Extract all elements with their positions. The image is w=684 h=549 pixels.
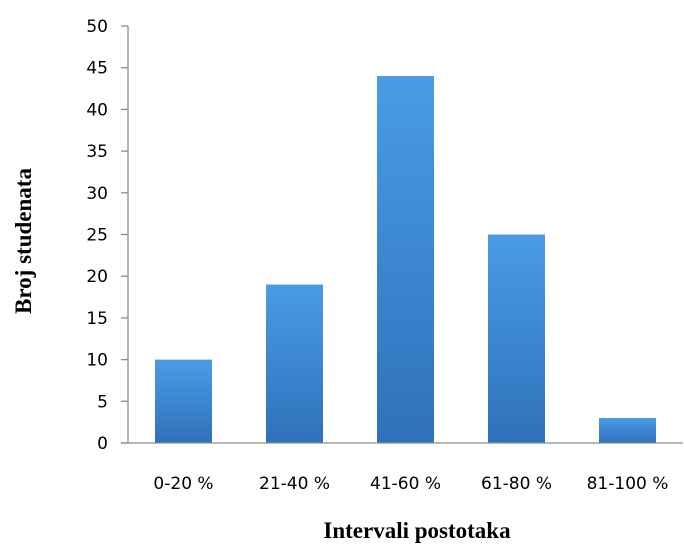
x-axis-ticks: 0-20 % 21-40 % 41-60 % 61-80 % 81-100 % (153, 474, 668, 494)
y-tick-label: 0 (97, 434, 108, 454)
bar-5 (599, 417, 656, 443)
bar-4 (488, 234, 545, 443)
x-tick-label: 41-60 % (370, 474, 441, 494)
y-tick-label: 25 (86, 226, 108, 246)
bar-2 (266, 284, 323, 443)
x-tick-label: 81-100 % (587, 474, 669, 494)
x-tick-label: 61-80 % (481, 474, 552, 494)
axes (121, 25, 683, 444)
bars (155, 76, 656, 443)
y-tick-label: 10 (86, 351, 108, 371)
y-tick-label: 50 (86, 17, 108, 37)
x-tick-label: 0-20 % (153, 474, 213, 494)
y-tick-label: 30 (86, 184, 108, 204)
y-tick-label: 40 (86, 100, 108, 120)
y-tick-label: 35 (86, 142, 108, 162)
y-tick-label: 20 (86, 267, 108, 287)
y-axis-ticks: 0 5 10 15 20 25 30 35 40 45 50 (86, 17, 108, 454)
y-tick-label: 45 (86, 59, 108, 79)
bar-3 (377, 76, 434, 443)
bar-1 (155, 359, 212, 443)
y-axis-title: Broj studenata (11, 168, 36, 314)
y-tick-label: 15 (86, 309, 108, 329)
x-axis-title: Intervali postotaka (323, 518, 511, 543)
x-tick-label: 21-40 % (259, 474, 330, 494)
y-tick-label: 5 (97, 392, 108, 412)
